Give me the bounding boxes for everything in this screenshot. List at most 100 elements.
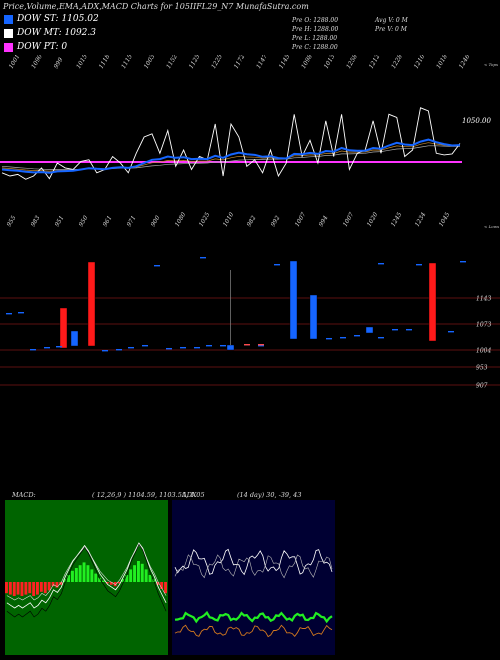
top-tick-label: 1018 xyxy=(435,55,449,70)
plus-di-line xyxy=(174,610,333,624)
volume-bar xyxy=(59,307,68,349)
volume-mark xyxy=(220,345,226,347)
macd-panel xyxy=(5,500,168,655)
top-tick-labels: 1001 1090 999 1015 1118 1115 1003 1152 1125 1225 1… xyxy=(8,55,472,70)
macd-histogram-bar xyxy=(36,582,39,595)
volume-mark xyxy=(154,265,160,267)
macd-histogram-bar xyxy=(78,565,82,582)
volume-mark xyxy=(326,338,332,340)
volume-mark xyxy=(392,329,398,331)
macd-label: MACD: xyxy=(12,491,36,499)
chart-title: Price,Volume,EMA,ADX,MACD Charts for 105… xyxy=(3,2,309,11)
adx-params: (14 day) 30, -39, 43 xyxy=(237,491,302,499)
volume-mark xyxy=(406,329,412,331)
macd-line xyxy=(6,542,167,609)
bottom-tick-label: 900 xyxy=(150,214,162,228)
level-label: 1073 xyxy=(476,322,491,329)
volume-mark xyxy=(116,349,122,351)
macd-histogram-bar xyxy=(67,575,70,582)
volume-chart: 1143 1073 1004 953 907 xyxy=(0,257,500,390)
volume-mark xyxy=(6,313,12,315)
volume-mark xyxy=(448,331,454,333)
volume-mark xyxy=(180,347,186,349)
top-tick-label: 1013 xyxy=(323,55,337,70)
volume-mark xyxy=(18,312,24,314)
macd-histogram-bar xyxy=(164,582,167,594)
top-tick-label: 1152 xyxy=(165,55,179,70)
level-label: 1004 xyxy=(476,348,491,355)
macd-histogram-bar xyxy=(24,582,28,595)
macd-histogram-bar xyxy=(105,582,109,584)
top-tick-label: 1246 xyxy=(458,55,472,70)
volume-mark xyxy=(340,337,346,339)
bottom-tick-label: 1007 xyxy=(294,211,308,228)
top-tick-label: 1147 xyxy=(255,55,269,70)
bottom-tick-label: 982 xyxy=(246,214,258,228)
volume-mark xyxy=(30,349,36,351)
volume-mark xyxy=(274,264,280,266)
macd-histogram-bar xyxy=(160,582,164,589)
volume-mark xyxy=(166,348,172,350)
legend-swatch-icon xyxy=(4,28,13,38)
prev-high: Pre H: 1288.00 xyxy=(292,26,339,33)
adx-background xyxy=(172,500,335,655)
volume-mark xyxy=(354,335,360,337)
legend-dow-pt-label: DOW PT: 0 xyxy=(17,42,68,52)
bottom-tick-label: 951 xyxy=(54,215,66,228)
volume-mark xyxy=(258,345,264,347)
macd-histogram-bar xyxy=(8,582,12,595)
bottom-tick-label: 1010 xyxy=(222,211,236,228)
top-tick-label: 1003 xyxy=(143,55,157,70)
macd-histogram-bar xyxy=(140,563,144,582)
top-tick-label: 1015 xyxy=(75,55,89,70)
volume-mark xyxy=(460,261,466,263)
top-tick-label: 1115 xyxy=(120,55,134,70)
macd-params: ( 12,26,9 ) 1104.59, 1103.55, 1.05 xyxy=(92,491,205,499)
lows-tag: < Lows xyxy=(484,224,499,229)
top-tick-label: 1210 xyxy=(413,55,427,70)
top-tick-label: 1090 xyxy=(30,55,44,70)
macd-histogram-bar xyxy=(102,580,105,582)
legend-swatch-icon xyxy=(4,14,13,24)
macd-histogram-bar xyxy=(55,582,59,588)
prev-low: Pre L: 1288.00 xyxy=(292,35,338,42)
volume-mark xyxy=(206,345,212,347)
bottom-tick-label: 1007 xyxy=(342,211,356,228)
volume-bar xyxy=(428,262,437,342)
macd-histogram-bar xyxy=(82,562,86,582)
macd-histogram-bar xyxy=(148,575,152,582)
top-tick-label: 1225 xyxy=(210,55,224,70)
volume-mark xyxy=(378,263,384,265)
adx-line-secondary xyxy=(174,554,333,579)
bottom-tick-label: 950 xyxy=(78,214,90,228)
price-level-label: 1050.00 xyxy=(462,117,491,125)
bottom-tick-label: 1020 xyxy=(366,211,380,228)
volume-mark xyxy=(194,347,200,349)
macd-histogram-bar xyxy=(71,570,74,582)
level-label: 1143 xyxy=(476,296,491,303)
macd-histogram-bar xyxy=(74,568,78,582)
adx-panel xyxy=(172,500,335,655)
tops-tag: < Tops xyxy=(484,62,498,67)
ema-fast-line xyxy=(1,138,461,174)
macd-histogram-bar xyxy=(63,579,67,582)
top-tick-label: 1212 xyxy=(368,55,382,70)
macd-histogram-bar xyxy=(117,582,121,584)
bottom-tick-label: 1045 xyxy=(438,211,452,228)
macd-shadow-line xyxy=(6,543,167,618)
volume-mark xyxy=(378,337,384,339)
bottom-tick-label: 1025 xyxy=(198,211,212,228)
volume-mark xyxy=(258,344,264,346)
macd-histogram-bar xyxy=(90,569,94,582)
volume-mark xyxy=(416,264,422,266)
prev-open: Pre O: 1288.00 xyxy=(292,17,339,24)
bottom-tick-label: 971 xyxy=(126,215,138,228)
macd-histogram-bar xyxy=(109,582,113,585)
volume-bar xyxy=(289,260,298,340)
ema-mid-line xyxy=(1,142,461,172)
bottom-tick-label: 994 xyxy=(318,214,330,228)
legend-swatch-icon xyxy=(4,42,13,52)
bottom-tick-labels: 955 983 951 950 961 971 900 1080 1025 1010 982 992 1… xyxy=(6,211,452,228)
volume-bar xyxy=(87,261,96,347)
volume-bar xyxy=(70,330,79,347)
